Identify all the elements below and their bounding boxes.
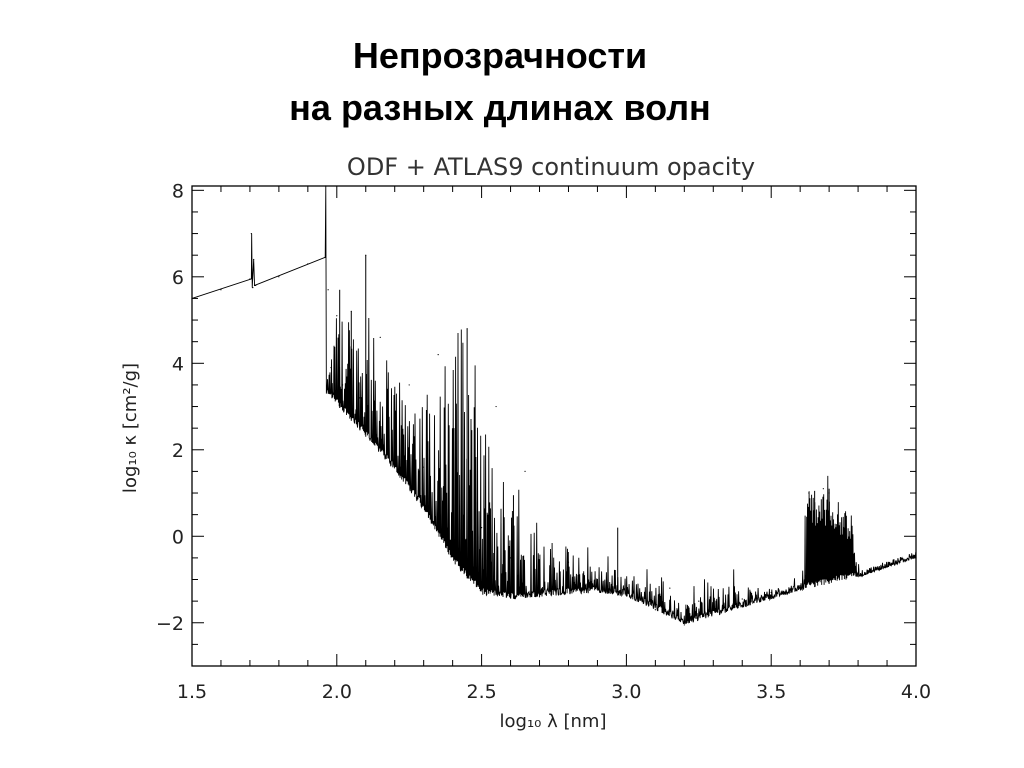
y-axis-label: log₁₀ κ [cm²/g] [120,363,141,493]
data-point [191,297,193,300]
slide-title-line-1: Непрозрачности [352,35,648,76]
data-point [249,278,251,280]
data-point [255,284,257,287]
data-point [669,587,671,589]
tick-marks [191,186,917,667]
data-point [253,284,256,287]
data-point [524,470,526,473]
data-point [250,232,252,235]
data-point [325,185,327,187]
plot-frame [191,185,917,667]
y-tick-label: 8 [172,180,184,202]
data-point [799,585,801,587]
data-point [394,440,396,442]
data-point [307,263,309,265]
y-tick-labels: 8 6 4 2 0 −2 [156,180,184,634]
series-group [191,185,917,626]
data-point [324,256,326,258]
y-tick-label: 2 [172,440,184,462]
data-point [336,315,338,317]
data-point [538,596,541,598]
data-point [770,591,772,594]
data-point [698,600,700,602]
data-point [814,574,816,576]
data-point [466,328,468,330]
x-tick-label: 3.0 [611,681,641,703]
x-tick-label: 3.5 [756,681,786,703]
y-tick-label: 4 [172,353,184,375]
data-point [822,488,824,490]
data-point [683,624,685,626]
x-tick-labels: 1.5 2.0 2.5 3.0 3.5 4.0 [177,681,931,703]
slide-title-line-2: на разных длинах волн [289,87,711,128]
data-point [495,405,497,408]
data-point [330,367,332,369]
data-point [567,561,570,563]
data-point [278,276,280,278]
data-point [481,527,483,529]
data-point [326,388,328,390]
data-point [370,427,373,429]
x-axis-label: log₁₀ λ [nm] [500,711,607,732]
slide-title: Непрозрачности на разных длинах волн [0,30,1000,134]
data-point [712,604,714,607]
data-point [437,354,439,356]
data-point [365,254,367,256]
data-point [408,384,410,386]
x-tick-label: 2.0 [322,681,352,703]
x-tick-label: 4.0 [901,681,931,703]
x-tick-label: 1.5 [177,681,207,703]
opacity-series-line [191,185,917,625]
data-point [886,565,888,568]
data-point [843,527,845,529]
data-point [808,492,810,494]
data-point [359,397,361,399]
data-point [253,258,255,261]
data-point [350,310,352,313]
chart-title: ODF + ATLAS9 continuum opacity [347,153,755,181]
data-point [379,336,381,338]
data-point [741,598,743,600]
data-point [857,574,859,576]
y-tick-label: 6 [172,267,184,289]
data-point [423,466,425,468]
y-tick-label: 0 [172,526,184,548]
data-point [220,289,222,291]
data-point [654,609,656,611]
data-point [828,492,830,494]
x-tick-label: 2.5 [466,681,496,703]
data-point [328,384,331,386]
data-point [509,557,512,559]
data-point [252,287,254,289]
y-tick-label: −2 [156,613,184,635]
data-point [341,384,344,386]
data-point [915,557,917,559]
data-point [625,591,628,594]
data-point [871,570,874,572]
data-point [452,501,454,503]
data-point [596,578,599,581]
data-point [327,289,329,291]
